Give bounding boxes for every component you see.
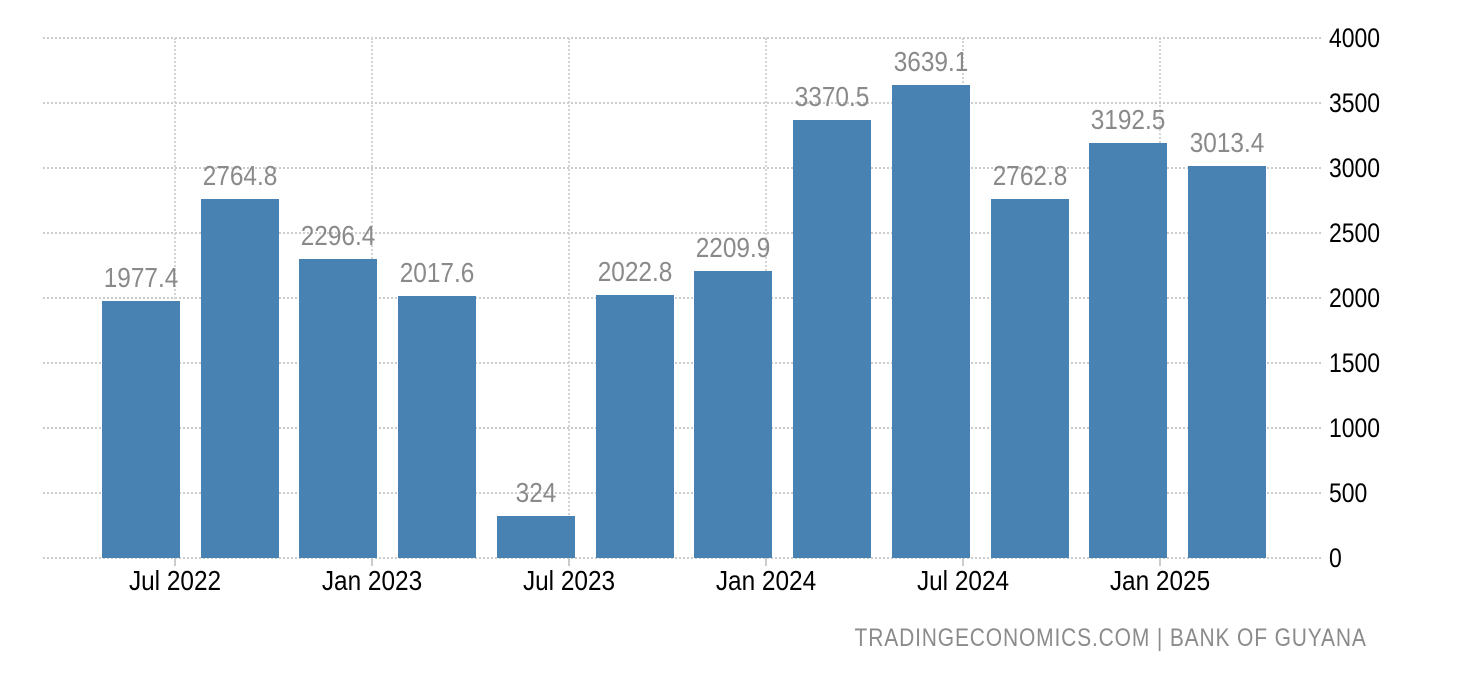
h-gridline bbox=[43, 362, 1321, 364]
x-tick bbox=[765, 558, 767, 566]
y-axis-label: 1000 bbox=[1329, 413, 1381, 443]
h-gridline bbox=[43, 492, 1321, 494]
x-tick bbox=[568, 558, 570, 566]
v-gridline bbox=[568, 38, 570, 558]
x-tick bbox=[174, 558, 176, 566]
bar-value-label: 1977.4 bbox=[103, 261, 179, 293]
h-gridline bbox=[43, 37, 1321, 39]
h-gridline bbox=[43, 232, 1321, 234]
bar-value-label: 2764.8 bbox=[202, 159, 277, 191]
bar[interactable] bbox=[299, 259, 378, 558]
bar[interactable] bbox=[891, 84, 970, 558]
h-gridline bbox=[43, 102, 1321, 104]
bar[interactable] bbox=[595, 295, 674, 558]
h-gridline bbox=[43, 167, 1321, 169]
bar-value-label: 3192.5 bbox=[1091, 103, 1166, 135]
bar-value-label: 2017.6 bbox=[399, 256, 475, 288]
y-axis-label: 4000 bbox=[1329, 23, 1381, 53]
y-axis-label: 1500 bbox=[1329, 348, 1381, 378]
bar-value-label: 2022.8 bbox=[597, 256, 672, 288]
y-axis-label: 2500 bbox=[1329, 218, 1381, 248]
bar[interactable] bbox=[694, 270, 773, 558]
bar-value-label: 3370.5 bbox=[794, 80, 870, 112]
h-gridline bbox=[43, 557, 1321, 559]
v-gridline bbox=[174, 38, 176, 558]
x-axis-label: Jul 2022 bbox=[128, 565, 222, 596]
bar-value-label: 3639.1 bbox=[893, 45, 969, 77]
bar-value-label: 324 bbox=[515, 476, 557, 508]
x-axis-label: Jan 2023 bbox=[321, 565, 423, 596]
x-axis-label: Jul 2023 bbox=[522, 565, 616, 596]
h-gridline bbox=[43, 427, 1321, 429]
bar[interactable] bbox=[102, 300, 180, 558]
y-axis-label: 2000 bbox=[1329, 283, 1381, 313]
bar[interactable] bbox=[398, 295, 477, 558]
x-tick bbox=[962, 558, 964, 566]
y-axis-label: 500 bbox=[1329, 478, 1368, 508]
y-axis-label: 3500 bbox=[1329, 88, 1381, 118]
x-tick bbox=[371, 558, 373, 566]
x-axis-label: Jan 2024 bbox=[715, 565, 817, 596]
bar[interactable] bbox=[200, 198, 279, 558]
bar-value-label: 3013.4 bbox=[1189, 127, 1265, 159]
bar-value-label: 2296.4 bbox=[301, 220, 376, 252]
h-gridline bbox=[43, 297, 1321, 299]
bar[interactable] bbox=[1089, 142, 1168, 558]
y-axis-label: 0 bbox=[1329, 543, 1342, 573]
bar[interactable] bbox=[793, 119, 872, 558]
attribution-text: TRADINGECONOMICS.COM | BANK OF GUYANA bbox=[854, 624, 1367, 652]
bar-value-label: 2762.8 bbox=[992, 159, 1067, 191]
y-axis-label: 3000 bbox=[1329, 153, 1381, 183]
bar-value-label: 2209.9 bbox=[696, 231, 771, 263]
x-axis-label: Jan 2025 bbox=[1109, 565, 1211, 596]
bar[interactable] bbox=[496, 515, 575, 558]
plot-area: 1977.4 2764.8 2296.4 2017.6 324 2022.8 2209.9 3… bbox=[43, 37, 1321, 559]
bar[interactable] bbox=[1188, 166, 1266, 558]
bar[interactable] bbox=[990, 198, 1069, 558]
x-tick bbox=[1159, 558, 1161, 566]
x-axis-label: Jul 2024 bbox=[916, 565, 1010, 596]
